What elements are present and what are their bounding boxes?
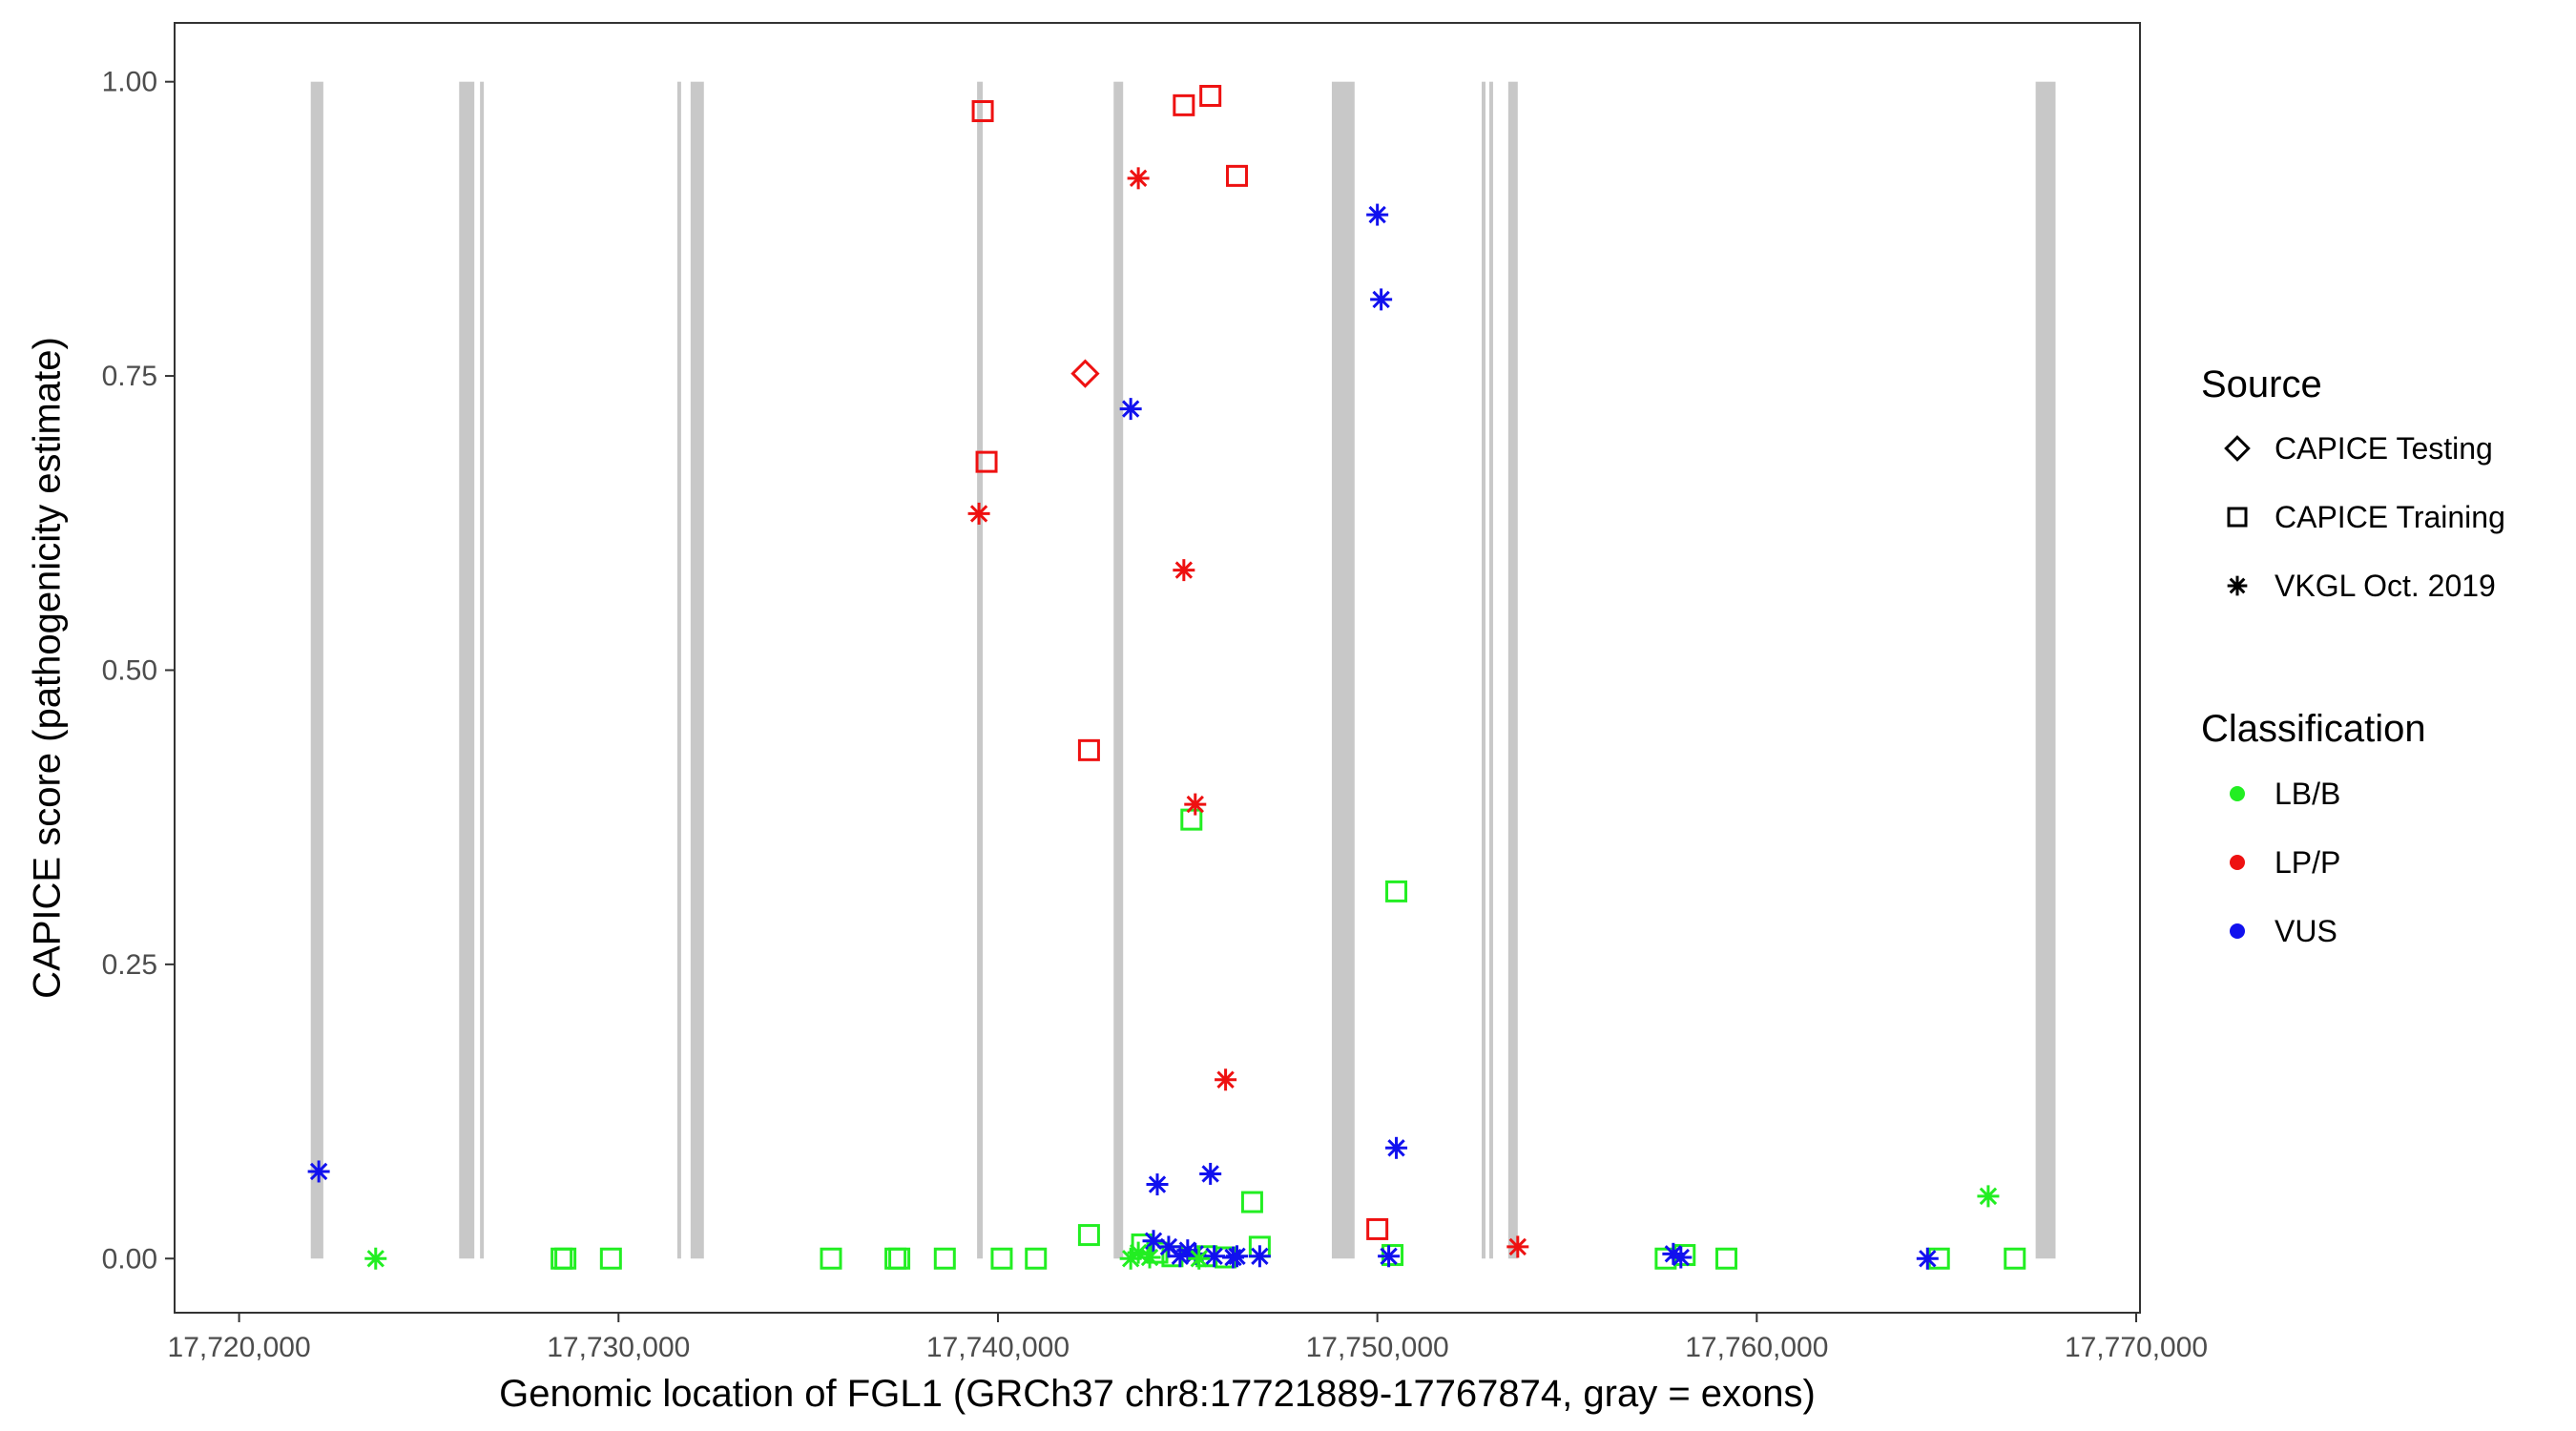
data-point-asterisk bbox=[1188, 1247, 1211, 1270]
y-axis-title: CAPICE score (pathogenicity estimate) bbox=[27, 337, 69, 999]
data-point-asterisk bbox=[1199, 1162, 1222, 1185]
data-point-asterisk bbox=[1370, 288, 1393, 311]
exon-bar bbox=[1482, 81, 1485, 1259]
data-point-square bbox=[1025, 1247, 1048, 1270]
legend-class-title: Classification bbox=[2201, 708, 2426, 750]
x-tick-label: 17,770,000 bbox=[2065, 1332, 2208, 1363]
data-point-asterisk bbox=[1173, 559, 1195, 582]
y-tick-label: 1.00 bbox=[102, 67, 157, 98]
data-point-asterisk bbox=[307, 1160, 330, 1183]
x-tick-label: 17,750,000 bbox=[1306, 1332, 1449, 1363]
exon-bar bbox=[676, 81, 681, 1259]
data-point-square bbox=[975, 450, 998, 473]
legend-source-items: CAPICE Testing CAPICE Training VKGL Oct. 2… bbox=[2224, 431, 2505, 603]
data-point-asterisk bbox=[1506, 1235, 1529, 1258]
data-point-square bbox=[2004, 1247, 2026, 1270]
data-point-square bbox=[554, 1247, 577, 1270]
exon-layer bbox=[310, 81, 2056, 1259]
x-tick-label: 17,720,000 bbox=[168, 1332, 311, 1363]
data-point-asterisk bbox=[1203, 1245, 1226, 1268]
data-point-asterisk bbox=[1378, 1245, 1401, 1268]
legend-class-key bbox=[2230, 923, 2245, 939]
exon-bar bbox=[1507, 81, 1518, 1259]
x-axis-title: Genomic location of FGL1 (GRCh37 chr8:17… bbox=[499, 1373, 1816, 1415]
legend-class-label: LB/B bbox=[2275, 777, 2340, 811]
exon-bar bbox=[1113, 81, 1124, 1259]
legend-class-key bbox=[2230, 786, 2245, 801]
legend-source-key-asterisk bbox=[2227, 575, 2248, 596]
exon-bar bbox=[1331, 81, 1355, 1259]
data-point-square bbox=[888, 1247, 911, 1270]
plot-frame bbox=[174, 22, 2141, 1314]
data-point-asterisk bbox=[1248, 1245, 1271, 1268]
legend-class-label: LP/P bbox=[2275, 845, 2340, 880]
exon-bar bbox=[2035, 81, 2056, 1259]
data-point-asterisk bbox=[1146, 1173, 1169, 1196]
x-tick-label: 17,740,000 bbox=[926, 1332, 1070, 1363]
y-tick-label: 0.50 bbox=[102, 654, 157, 686]
legend-class-key bbox=[2230, 855, 2245, 870]
data-point-square bbox=[1077, 1224, 1100, 1247]
data-point-asterisk bbox=[1385, 1136, 1408, 1159]
data-point-asterisk bbox=[1215, 1068, 1237, 1091]
data-point-square bbox=[820, 1247, 842, 1270]
exon-bar bbox=[459, 81, 475, 1259]
data-point-asterisk bbox=[967, 502, 990, 525]
point-layer bbox=[307, 84, 2026, 1270]
data-point-asterisk bbox=[1119, 398, 1142, 421]
legend-source-key-diamond bbox=[2224, 435, 2251, 462]
data-point-square bbox=[1715, 1247, 1738, 1270]
data-point-square bbox=[1077, 738, 1100, 761]
data-point-asterisk bbox=[1226, 1245, 1249, 1268]
y-tick-label: 0.25 bbox=[102, 949, 157, 981]
legend-class-label: VUS bbox=[2275, 914, 2337, 948]
y-tick-label: 0.75 bbox=[102, 361, 157, 392]
data-point-square bbox=[971, 100, 994, 123]
axis-layer: 17,720,000 17,730,000 17,740,000 17,750,000… bbox=[102, 67, 2208, 1363]
exon-bar bbox=[690, 81, 704, 1259]
exon-bar bbox=[310, 81, 323, 1259]
legend-source-title: Source bbox=[2201, 363, 2322, 405]
legend-source-key-square bbox=[2227, 507, 2248, 528]
data-point-asterisk bbox=[1916, 1247, 1939, 1270]
data-point-asterisk bbox=[1977, 1185, 2000, 1208]
data-point-diamond bbox=[1070, 359, 1100, 388]
legend-source-label: VKGL Oct. 2019 bbox=[2275, 569, 2496, 603]
x-tick-label: 17,760,000 bbox=[1685, 1332, 1828, 1363]
data-point-square bbox=[1226, 164, 1249, 187]
exon-bar bbox=[480, 81, 485, 1259]
data-point-square bbox=[990, 1247, 1013, 1270]
legend: Source CAPICE Testing CAPICE Training VKGL… bbox=[2201, 363, 2505, 948]
data-point-asterisk bbox=[1127, 167, 1150, 190]
exon-bar bbox=[1488, 81, 1493, 1259]
data-point-asterisk bbox=[364, 1247, 387, 1270]
data-point-asterisk bbox=[1184, 793, 1207, 816]
x-tick-label: 17,730,000 bbox=[547, 1332, 690, 1363]
data-point-square bbox=[933, 1247, 956, 1270]
data-point-square bbox=[1199, 84, 1222, 107]
exon-bar bbox=[977, 81, 984, 1259]
legend-class-items: LB/B LP/P VUS bbox=[2230, 777, 2340, 948]
legend-source-label: CAPICE Testing bbox=[2275, 431, 2493, 466]
data-point-square bbox=[1385, 880, 1408, 902]
y-tick-label: 0.00 bbox=[102, 1243, 157, 1275]
data-point-square bbox=[1366, 1217, 1389, 1240]
data-point-asterisk bbox=[1366, 203, 1389, 226]
data-point-square bbox=[599, 1247, 622, 1270]
data-point-asterisk bbox=[1670, 1246, 1693, 1269]
data-point-square bbox=[1240, 1191, 1263, 1213]
legend-source-label: CAPICE Training bbox=[2275, 500, 2505, 534]
data-point-asterisk bbox=[1138, 1246, 1161, 1269]
data-point-square bbox=[1173, 93, 1195, 116]
